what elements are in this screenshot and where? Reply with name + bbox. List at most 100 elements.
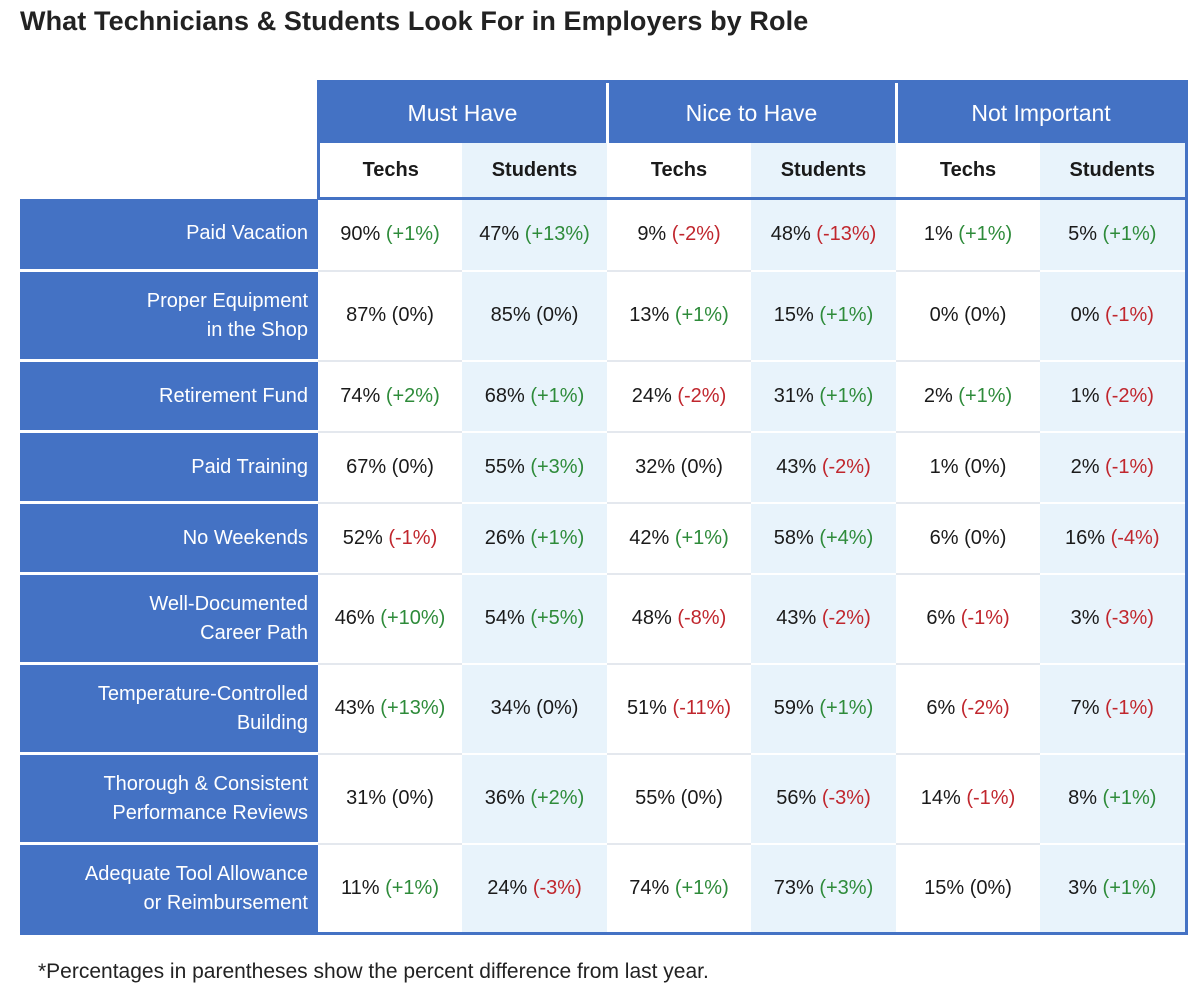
- table-body: Paid Vacation 90% (+1%) 47% (+13%) 9% (-2%)…: [20, 198, 1188, 935]
- cell-value: 55%: [484, 455, 525, 478]
- cell-value: 26%: [484, 526, 525, 549]
- row-label: Paid Training: [20, 431, 318, 504]
- cell-value: 31%: [346, 787, 387, 809]
- table-cell: 74% (+1%): [607, 843, 751, 935]
- cell-value: 56%: [776, 787, 817, 809]
- cell-value: 52%: [342, 526, 383, 549]
- cell-change: (-1%): [960, 607, 1010, 629]
- group-header-nice-to-have: Nice to Have: [605, 80, 897, 143]
- cell-change: (+1%): [385, 223, 440, 246]
- cell-value: 13%: [629, 304, 670, 326]
- cell-change: (-4%): [1110, 526, 1160, 549]
- cell-change: (+3%): [819, 876, 874, 899]
- cell-change: (+1%): [958, 384, 1013, 407]
- cell-value: 43%: [776, 607, 817, 629]
- cell-change: (+10%): [380, 607, 446, 629]
- table-cell: 55% (0%): [607, 753, 751, 845]
- table-cell: 2% (-1%): [1040, 431, 1188, 504]
- table-cell: 32% (0%): [607, 431, 751, 504]
- cell-value: 6%: [929, 526, 959, 549]
- cell-value: 0%: [1070, 304, 1100, 326]
- table-cell: 59% (+1%): [751, 663, 897, 755]
- table-row: Retirement Fund 74% (+2%) 68% (+1%) 24% (-2…: [20, 360, 1188, 433]
- table-cell: 2% (+1%): [896, 360, 1041, 433]
- cell-change: (-1%): [1105, 304, 1154, 326]
- subheader-students: Students: [751, 143, 897, 200]
- row-label-line: Well-Documented: [149, 592, 308, 615]
- table-cell: 24% (-2%): [607, 360, 751, 433]
- table-row: Temperature-Controlled Building 43% (+13%)…: [20, 663, 1188, 755]
- cell-change: (+1%): [1102, 223, 1157, 246]
- cell-change: (+1%): [1102, 876, 1157, 899]
- cell-change: (-3%): [821, 787, 871, 809]
- table-cell: 26% (+1%): [462, 502, 607, 575]
- table-cell: 43% (-2%): [751, 431, 897, 504]
- table-row: No Weekends 52% (-1%) 26% (+1%) 42% (+1%) 58…: [20, 502, 1188, 575]
- cell-value: 1%: [1070, 384, 1100, 407]
- table-cell: 46% (+10%): [318, 573, 462, 665]
- cell-change: (0%): [391, 304, 434, 326]
- table-cell: 5% (+1%): [1040, 198, 1188, 272]
- table-cell: 68% (+1%): [462, 360, 607, 433]
- cell-value: 24%: [631, 384, 672, 407]
- cell-value: 6%: [926, 697, 956, 719]
- table-cell: 0% (-1%): [1040, 270, 1188, 362]
- cell-value: 58%: [773, 526, 814, 549]
- cell-value: 73%: [773, 876, 814, 899]
- table-row: Proper Equipment in the Shop 87% (0%) 85% (…: [20, 270, 1188, 362]
- cell-change: (-2%): [671, 223, 721, 246]
- cell-value: 67%: [346, 455, 387, 478]
- cell-change: (+1%): [385, 876, 439, 899]
- cell-value: 54%: [484, 607, 525, 629]
- table-cell: 90% (+1%): [318, 198, 462, 272]
- row-label: Well-Documented Career Path: [20, 573, 318, 665]
- cell-value: 9%: [637, 223, 667, 246]
- cell-value: 6%: [926, 607, 956, 629]
- table-cell: 58% (+4%): [751, 502, 897, 575]
- row-label-line: Paid Training: [191, 455, 308, 478]
- table-cell: 55% (+3%): [462, 431, 607, 504]
- table-cell: 13% (+1%): [607, 270, 751, 362]
- cell-value: 32%: [635, 455, 676, 478]
- table-row: Paid Training 67% (0%) 55% (+3%) 32% (0%) 43…: [20, 431, 1188, 504]
- cell-value: 47%: [479, 223, 520, 246]
- footnote: *Percentages in parentheses show the per…: [38, 960, 709, 983]
- table-cell: 1% (-2%): [1040, 360, 1188, 433]
- subheader-techs: Techs: [316, 143, 462, 200]
- row-label: Adequate Tool Allowance or Reimbursement: [20, 843, 318, 935]
- row-label-line: Paid Vacation: [186, 222, 308, 245]
- table-cell: 56% (-3%): [751, 753, 897, 845]
- cell-value: 74%: [340, 384, 381, 407]
- table-cell: 1% (0%): [896, 431, 1041, 504]
- row-label-line: Adequate Tool Allowance: [84, 862, 308, 885]
- table-cell: 1% (+1%): [896, 198, 1041, 272]
- cell-change: (+13%): [524, 223, 590, 246]
- table-cell: 6% (0%): [896, 502, 1041, 575]
- subheader-students: Students: [1040, 143, 1188, 200]
- cell-change: (-1%): [388, 526, 438, 549]
- cell-value: 14%: [920, 787, 961, 809]
- cell-value: 46%: [334, 607, 375, 629]
- subcolumn-header-row: Techs Students Techs Students Techs Stud…: [20, 143, 1188, 200]
- cell-value: 0%: [929, 304, 959, 326]
- table-cell: 7% (-1%): [1040, 663, 1188, 755]
- subheader-techs: Techs: [607, 143, 751, 200]
- row-label: No Weekends: [20, 502, 318, 575]
- row-label-line: Career Path: [200, 621, 308, 644]
- cell-change: (0%): [680, 787, 723, 809]
- table-cell: 9% (-2%): [607, 198, 751, 272]
- cell-change: (+1%): [819, 697, 874, 719]
- cell-value: 42%: [629, 526, 670, 549]
- table-cell: 52% (-1%): [318, 502, 462, 575]
- row-label-line: Building: [236, 711, 308, 734]
- data-table: Must Have Nice to Have Not Important Tec…: [20, 80, 1188, 935]
- row-label-line: or Reimbursement: [143, 891, 308, 914]
- cell-change: (+1%): [674, 526, 729, 549]
- group-header-not-important: Not Important: [894, 80, 1188, 143]
- row-label-line: No Weekends: [182, 526, 308, 549]
- cell-value: 48%: [631, 607, 672, 629]
- cell-change: (+1%): [530, 384, 585, 407]
- cell-value: 1%: [929, 455, 959, 478]
- table-cell: 14% (-1%): [896, 753, 1041, 845]
- cell-change: (-2%): [1105, 384, 1154, 407]
